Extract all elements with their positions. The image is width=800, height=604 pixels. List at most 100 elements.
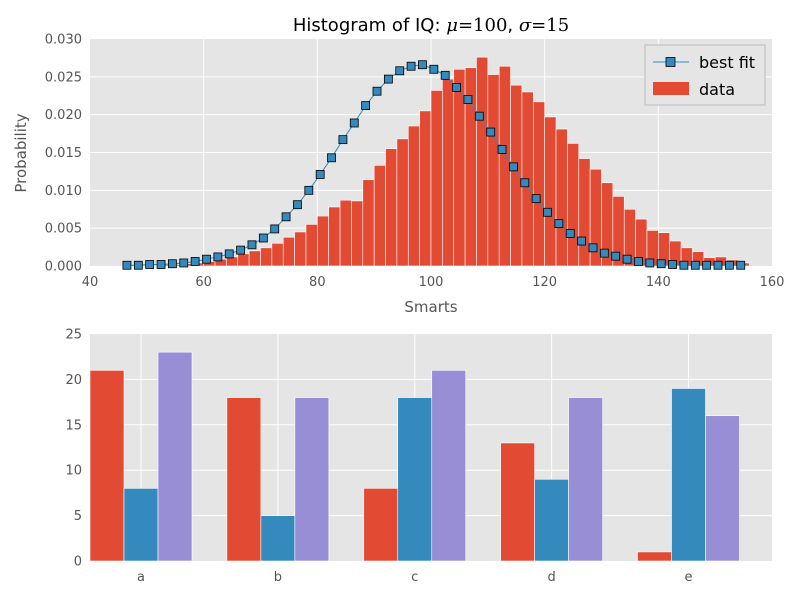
best-fit-point bbox=[133, 260, 143, 270]
best-fit-point bbox=[565, 229, 575, 238]
histogram-x-tick-label: 100 bbox=[419, 275, 444, 290]
histogram-y-tick-label: 0.015 bbox=[45, 146, 82, 161]
histogram-bar bbox=[578, 158, 591, 267]
title-sigma-symbol: σ bbox=[519, 15, 532, 36]
grouped-bar-x-tick-label: d bbox=[547, 570, 555, 585]
histogram-y-tick-label: 0.000 bbox=[45, 260, 82, 275]
histogram-bar bbox=[248, 250, 261, 267]
best-fit-point bbox=[690, 260, 700, 270]
grouped-bar-y-ticks: 0 5 10 15 20 25 bbox=[65, 328, 82, 570]
best-fit-point bbox=[497, 145, 507, 154]
best-fit-point bbox=[406, 61, 416, 71]
grouped-bar bbox=[123, 488, 159, 562]
best-fit-point bbox=[440, 70, 450, 80]
best-fit-point bbox=[679, 260, 689, 270]
histogram-legend: best fit data bbox=[644, 44, 766, 106]
legend-data-label: data bbox=[699, 80, 735, 99]
best-fit-point bbox=[611, 251, 621, 261]
grouped-bar bbox=[397, 397, 433, 562]
best-fit-point bbox=[452, 83, 461, 92]
best-fit-point bbox=[122, 260, 132, 270]
best-fit-point bbox=[168, 259, 177, 269]
best-fit-point bbox=[509, 162, 518, 172]
histogram-bar bbox=[476, 56, 489, 267]
best-fit-point bbox=[224, 249, 234, 259]
histogram-bar bbox=[317, 215, 330, 267]
histogram-x-ticks: 40 60 80 100 120 140 160 bbox=[82, 275, 785, 290]
histogram-bar bbox=[351, 200, 364, 267]
best-fit-point bbox=[190, 257, 200, 266]
best-fit-point bbox=[361, 101, 371, 110]
best-fit-point bbox=[202, 254, 211, 264]
histogram-y-axis-label: Probability bbox=[12, 113, 30, 192]
histogram-bar bbox=[419, 110, 432, 267]
grouped-bar-x-tick-label: e bbox=[685, 570, 693, 585]
histogram-bar bbox=[430, 90, 443, 267]
title-mu-value: =100 bbox=[458, 15, 507, 36]
histogram-bar bbox=[498, 65, 511, 267]
histogram-y-tick-label: 0.005 bbox=[45, 222, 82, 237]
histogram-bar bbox=[237, 253, 250, 267]
histogram-bar bbox=[328, 206, 341, 267]
histogram-bar bbox=[396, 138, 409, 267]
histogram-bar bbox=[453, 68, 466, 267]
best-fit-point bbox=[474, 111, 484, 121]
histogram-bar bbox=[487, 74, 500, 267]
best-fit-point bbox=[213, 252, 223, 262]
best-fit-point bbox=[543, 207, 552, 217]
grouped-bar bbox=[500, 442, 535, 562]
best-fit-point bbox=[702, 260, 712, 270]
histogram-title: Histogram of IQ: μ=100, σ=15 bbox=[293, 15, 569, 36]
best-fit-point bbox=[327, 153, 336, 163]
grouped-bar-y-tick-label: 5 bbox=[74, 509, 82, 524]
best-fit-point bbox=[349, 118, 359, 128]
grouped-bar-y-tick-label: 20 bbox=[65, 373, 82, 388]
histogram-bar bbox=[385, 148, 398, 267]
histogram-bar bbox=[567, 143, 580, 267]
histogram-x-tick-label: 40 bbox=[82, 275, 99, 290]
best-fit-point bbox=[372, 86, 382, 96]
best-fit-point bbox=[145, 260, 155, 269]
histogram-x-tick-label: 140 bbox=[646, 275, 671, 290]
histogram-chart: 40 60 80 100 120 140 160 0.0000.0050.0100.0150… bbox=[12, 15, 784, 316]
histogram-bar bbox=[544, 116, 557, 267]
histogram-bar bbox=[442, 78, 455, 267]
title-mu-symbol: μ bbox=[446, 15, 458, 36]
grouped-bar-y-tick-label: 15 bbox=[65, 418, 82, 433]
histogram-bar bbox=[407, 125, 420, 267]
best-fit-point bbox=[270, 224, 280, 234]
grouped-bar bbox=[637, 551, 672, 562]
histogram-bar bbox=[339, 199, 352, 267]
grouped-bars bbox=[89, 351, 740, 562]
grouped-bar bbox=[705, 415, 740, 562]
histogram-bar bbox=[373, 165, 386, 267]
histogram-x-tick-label: 160 bbox=[760, 275, 785, 290]
best-fit-point bbox=[520, 178, 530, 188]
best-fit-point bbox=[736, 260, 746, 270]
histogram-x-axis-label: Smarts bbox=[404, 298, 457, 316]
best-fit-point bbox=[622, 254, 632, 264]
best-fit-point bbox=[531, 194, 541, 204]
grouped-bar-x-tick-label: a bbox=[137, 570, 145, 585]
grouped-bar-y-tick-label: 25 bbox=[65, 328, 82, 343]
best-fit-point bbox=[554, 219, 564, 229]
best-fit-point bbox=[179, 258, 189, 268]
histogram-x-tick-label: 60 bbox=[195, 275, 212, 290]
histogram-bar bbox=[305, 224, 318, 267]
best-fit-point bbox=[258, 233, 268, 243]
histogram-bar bbox=[532, 101, 545, 267]
histogram-y-tick-label: 0.030 bbox=[45, 33, 82, 48]
histogram-bar bbox=[282, 236, 295, 267]
grouped-bar-x-ticks: a b c d e bbox=[137, 570, 692, 585]
grouped-bar bbox=[157, 351, 193, 562]
histogram-bar bbox=[271, 243, 284, 267]
legend-best-fit-label: best fit bbox=[699, 53, 755, 72]
grouped-bar bbox=[363, 488, 399, 562]
best-fit-point bbox=[315, 170, 325, 179]
best-fit-point bbox=[338, 135, 348, 145]
grouped-bar bbox=[568, 397, 603, 562]
legend-data-swatch bbox=[653, 82, 689, 95]
grouped-bar bbox=[260, 515, 296, 562]
grouped-bar-chart: a b c d e 0 5 10 15 20 25 bbox=[65, 328, 772, 585]
